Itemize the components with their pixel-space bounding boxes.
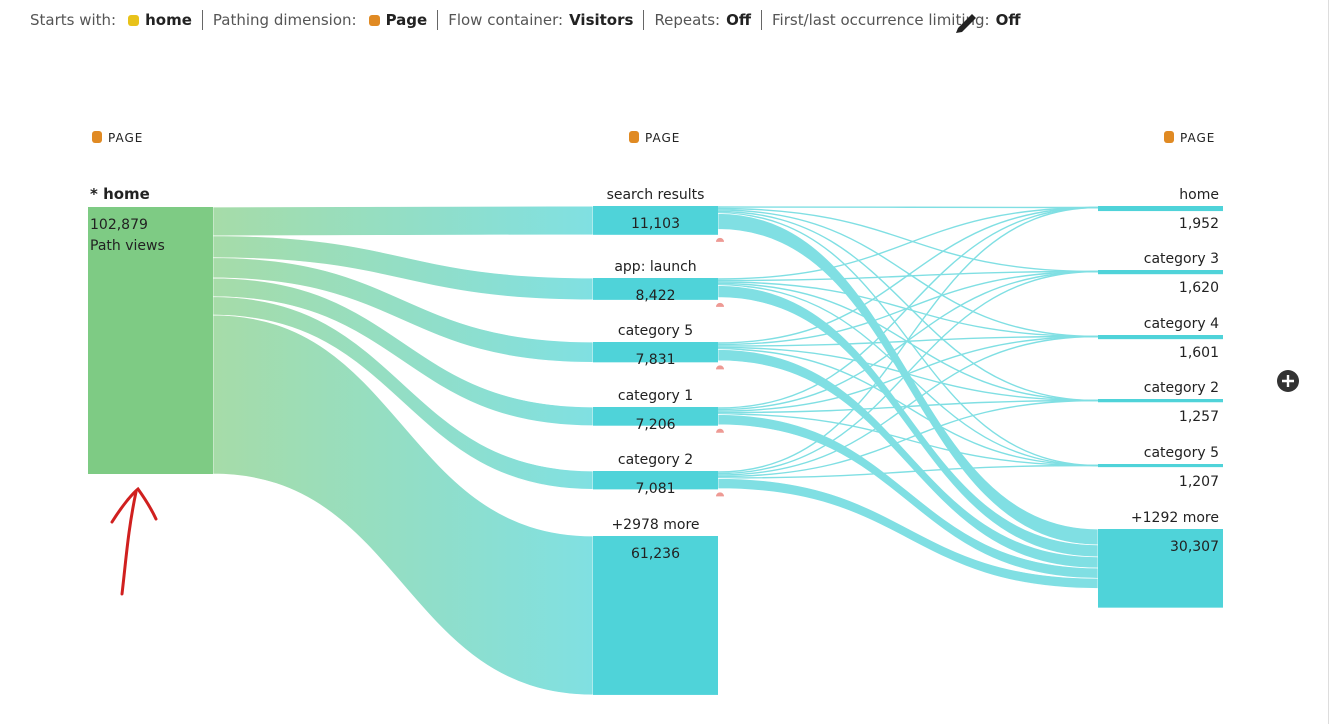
flow-link bbox=[717, 413, 1099, 467]
node-label: category 5 bbox=[618, 323, 693, 339]
flow-link bbox=[717, 206, 1099, 409]
flow-node[interactable] bbox=[88, 207, 213, 474]
node-label: category 3 bbox=[1144, 251, 1219, 267]
toolbar-value[interactable]: Off bbox=[726, 11, 752, 29]
toolbar-item: First/last occurrence limiting: Off bbox=[761, 10, 1031, 30]
flow-node[interactable] bbox=[593, 342, 718, 363]
toolbar-item: Pathing dimension: Page bbox=[201, 10, 437, 30]
node-value: 7,081 bbox=[635, 481, 675, 497]
node-value: 1,601 bbox=[1179, 345, 1219, 361]
flow-link bbox=[717, 206, 1099, 280]
toolbar-value[interactable]: home bbox=[145, 11, 192, 29]
node-marker bbox=[716, 428, 724, 433]
flow-node[interactable] bbox=[1098, 529, 1223, 608]
flow-link bbox=[212, 257, 594, 363]
node-caption: Path views bbox=[90, 238, 165, 254]
column-header: PAGE bbox=[645, 131, 680, 145]
flow-link bbox=[717, 348, 1099, 467]
flow-node[interactable] bbox=[1098, 206, 1223, 212]
flow-link bbox=[717, 207, 1099, 273]
edit-icon[interactable] bbox=[956, 14, 976, 33]
node-label: search results bbox=[607, 187, 705, 203]
flow-link bbox=[717, 270, 1099, 475]
annotation-arrow bbox=[110, 486, 158, 596]
dimension-icon bbox=[629, 131, 639, 143]
flow-link bbox=[212, 205, 594, 237]
toolbar-label: Flow container: bbox=[448, 11, 564, 29]
toolbar-label: Pathing dimension: bbox=[212, 11, 357, 29]
flow-node[interactable] bbox=[1098, 335, 1223, 340]
flow-node[interactable] bbox=[593, 278, 718, 300]
node-marker bbox=[716, 302, 724, 307]
toolbar-value[interactable]: Visitors bbox=[569, 11, 634, 29]
node-marker bbox=[716, 492, 724, 497]
node-marker bbox=[716, 365, 724, 370]
toolbar-value[interactable]: Off bbox=[995, 11, 1021, 29]
toolbar-label: Starts with: bbox=[30, 11, 117, 29]
dimension-icon bbox=[128, 14, 140, 26]
flow-link bbox=[717, 284, 1099, 467]
node-label: category 1 bbox=[618, 388, 693, 404]
node-value: 1,257 bbox=[1179, 409, 1219, 425]
flow-link bbox=[717, 464, 1099, 479]
flow-link bbox=[212, 277, 594, 427]
flow-link bbox=[717, 281, 1099, 338]
flow-node[interactable] bbox=[1098, 464, 1223, 468]
node-value: 7,206 bbox=[635, 417, 675, 433]
flow-link bbox=[717, 335, 1099, 412]
column-header: PAGE bbox=[108, 131, 143, 145]
flow-link bbox=[717, 206, 1099, 344]
node-value: 30,307 bbox=[1170, 539, 1219, 555]
flow-link bbox=[717, 209, 1099, 338]
flow-link bbox=[717, 335, 1099, 476]
node-value: 102,879 bbox=[90, 217, 148, 233]
node-value: 61,236 bbox=[631, 546, 680, 562]
dimension-icon bbox=[1164, 131, 1174, 143]
toolbar-item: Flow container: Visitors bbox=[437, 10, 643, 30]
node-label: category 2 bbox=[618, 452, 693, 468]
node-label: app: launch bbox=[614, 259, 696, 275]
node-label: +2978 more bbox=[611, 517, 699, 533]
node-value: 1,207 bbox=[1179, 474, 1219, 490]
node-label: category 5 bbox=[1144, 445, 1219, 461]
flow-node[interactable] bbox=[1098, 270, 1223, 275]
dimension-icon bbox=[92, 131, 102, 143]
flow-node[interactable] bbox=[1098, 399, 1223, 403]
node-label: +1292 more bbox=[1131, 510, 1219, 526]
toolbar-item: Repeats: Off bbox=[643, 10, 761, 30]
flow-link bbox=[717, 206, 1099, 209]
flow-node[interactable] bbox=[593, 407, 718, 426]
node-marker bbox=[716, 237, 724, 242]
flow-link bbox=[212, 314, 594, 696]
column-header: PAGE bbox=[1180, 131, 1215, 145]
node-label: category 2 bbox=[1144, 380, 1219, 396]
flow-link bbox=[717, 206, 1099, 473]
flow-node[interactable] bbox=[593, 536, 718, 695]
node-label: * home bbox=[90, 185, 150, 203]
node-value: 1,952 bbox=[1179, 216, 1219, 232]
flow-link bbox=[717, 282, 1099, 402]
node-label: category 4 bbox=[1144, 316, 1219, 332]
flow-node[interactable] bbox=[593, 471, 718, 490]
toolbar-item: Starts with: home bbox=[30, 10, 202, 30]
node-value: 1,620 bbox=[1179, 280, 1219, 296]
flow-link bbox=[717, 399, 1099, 478]
dimension-icon bbox=[368, 14, 380, 26]
node-value: 8,422 bbox=[635, 288, 675, 304]
node-value: 7,831 bbox=[635, 352, 675, 368]
toolbar-value[interactable]: Page bbox=[385, 11, 428, 29]
add-icon bbox=[1282, 375, 1294, 387]
flow-node[interactable] bbox=[593, 206, 718, 235]
toolbar-label: First/last occurrence limiting: bbox=[772, 11, 990, 29]
toolbar: Starts with: home Pathing dimension: Page Fl… bbox=[30, 10, 1031, 30]
toolbar-label: Repeats: bbox=[654, 11, 721, 29]
flow-link bbox=[717, 210, 1099, 402]
node-value: 11,103 bbox=[631, 216, 680, 232]
node-label: home bbox=[1179, 187, 1219, 203]
